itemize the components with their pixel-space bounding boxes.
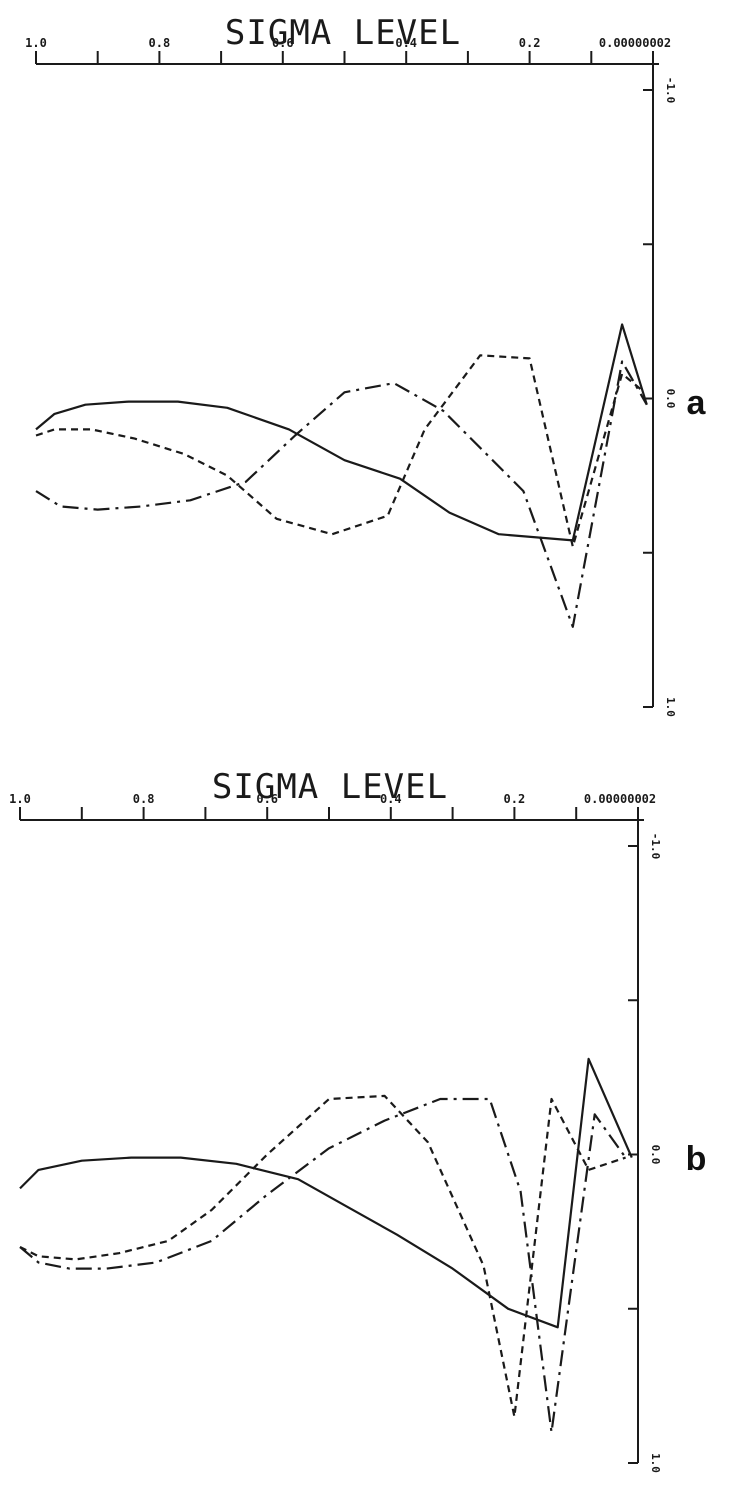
series-line-solid [35,323,648,542]
x-tick-label: 0.8 [149,36,171,50]
chart-title: SIGMA LEVEL [212,767,448,807]
chart-panel-a: SIGMA LEVEL 1.0 0.8 0.6 0.4 0.2 0.00000002 -1.0… [25,13,706,717]
x-tick-label: 0.00000002 [584,792,656,806]
y-tick-label: -1.0 [664,77,677,104]
x-tick-label: 0.00000002 [599,36,671,50]
chart-title: SIGMA LEVEL [225,13,461,53]
panel-label: b [686,1140,707,1178]
x-tick-label: 0.6 [256,792,278,806]
series-line-short-dash [19,1094,626,1418]
x-tick-label: 1.0 [9,792,31,806]
y-tick-label: 1.0 [664,697,677,717]
panel-label: a [687,384,707,422]
y-tick-label: 0.0 [649,1145,662,1165]
x-tick-label: 0.4 [380,792,402,806]
x-tick-label: 0.8 [133,792,155,806]
chart-panel-b: SIGMA LEVEL 1.0 0.8 0.6 0.4 0.2 0.00000002 -1.0… [9,767,706,1473]
y-tick-label: 0.0 [664,389,677,409]
series-line-solid [19,1057,633,1329]
x-tick-label: 0.6 [272,36,294,50]
x-tick-label: 1.0 [25,36,47,50]
y-tick-label: -1.0 [649,833,662,860]
x-tick-label: 0.2 [504,792,526,806]
y-tick-label: 1.0 [649,1453,662,1473]
series-line-long-dash [19,1097,627,1434]
series-line-short-dash [35,354,642,548]
x-tick-label: 0.2 [519,36,541,50]
series-line-long-dash [35,360,648,628]
x-tick-label: 0.4 [395,36,417,50]
